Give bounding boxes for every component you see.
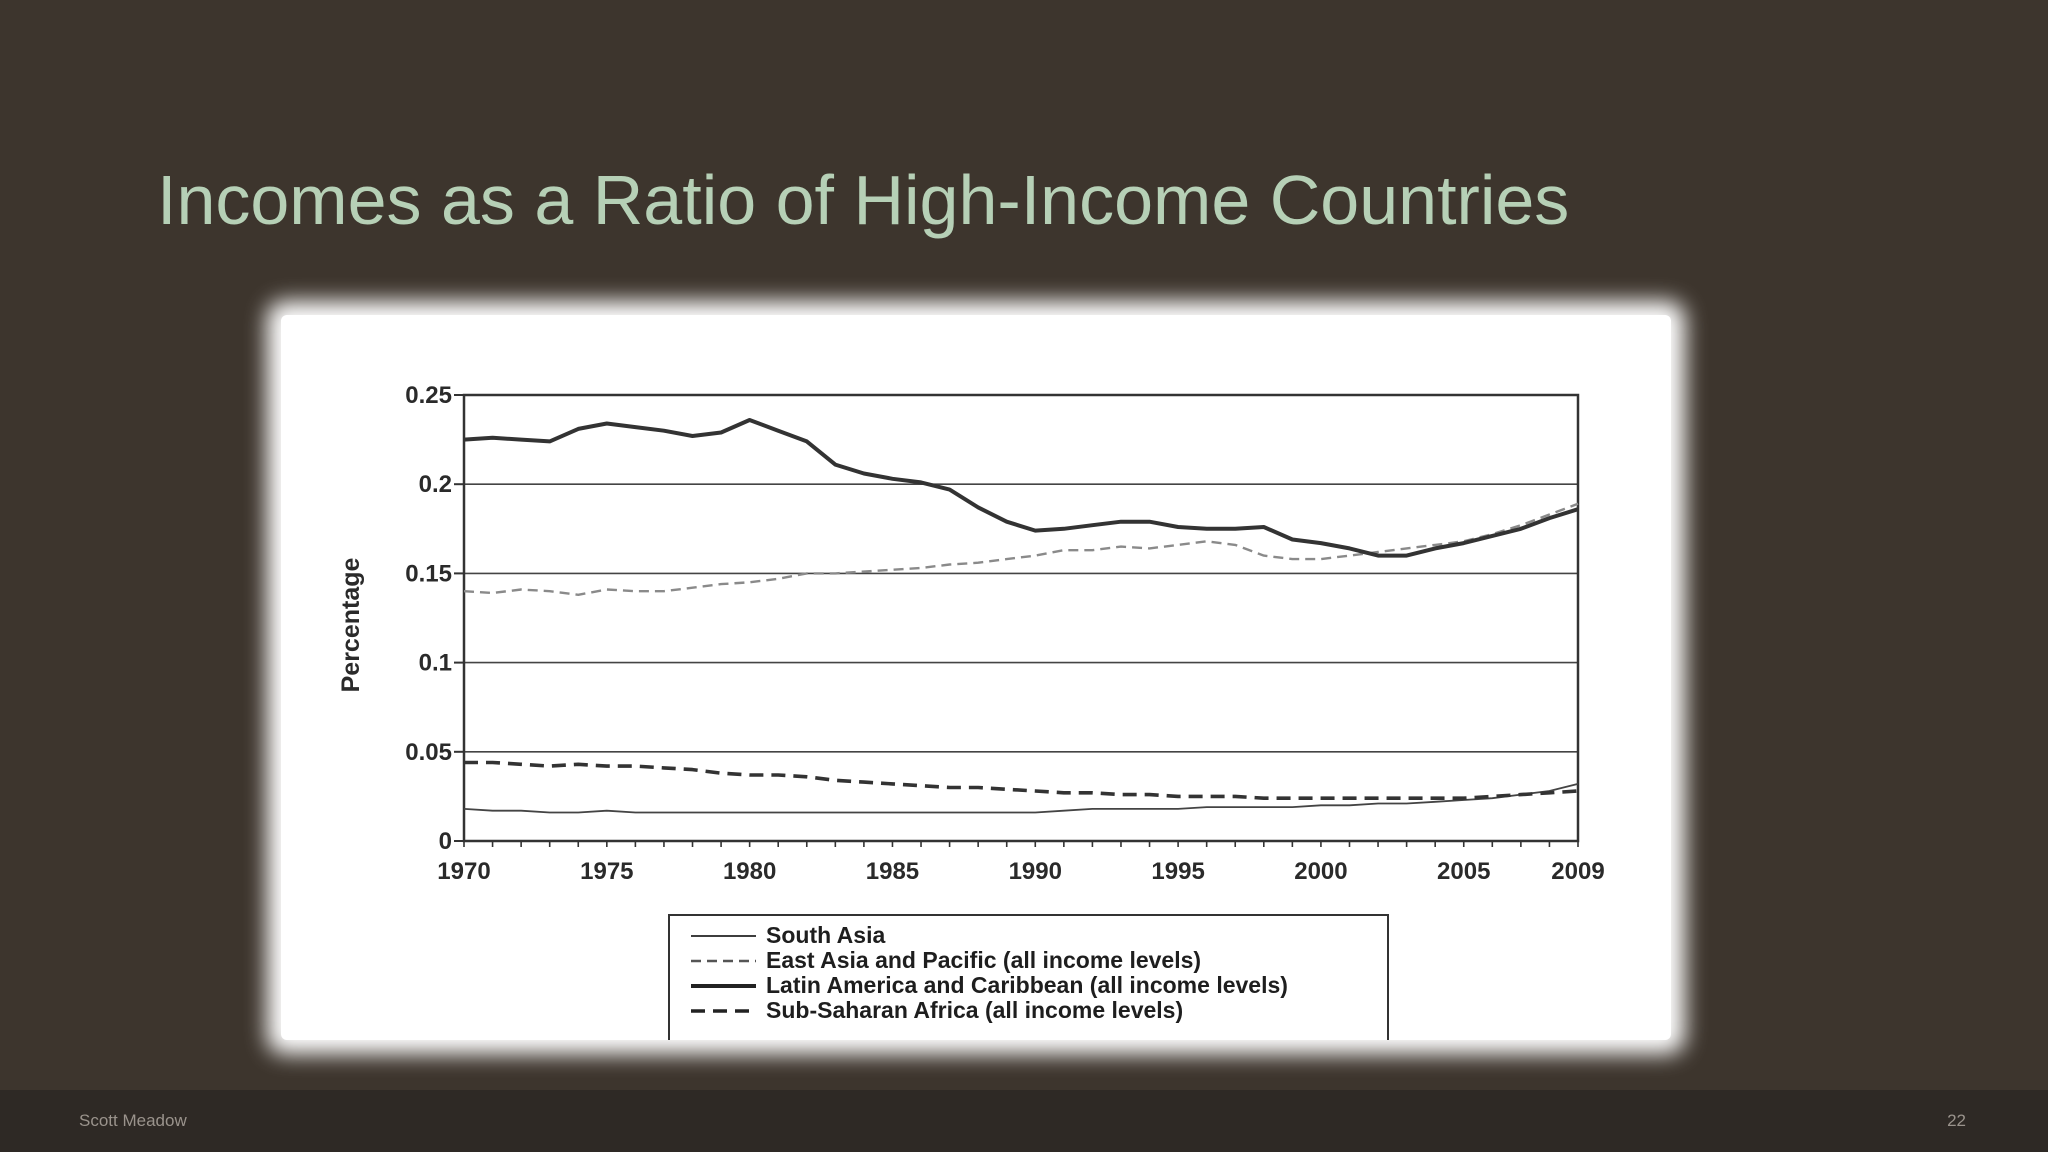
legend-label-3: Latin America and Caribbean (all income … <box>766 972 1288 998</box>
footer-bar: Scott Meadow 22 <box>0 1090 2048 1152</box>
plot-border <box>462 393 1580 843</box>
series-line-2 <box>463 502 1579 596</box>
y-tick-label: 0.15 <box>405 560 452 587</box>
y-tick-label: 0.2 <box>419 471 452 498</box>
legend-label-1: South Asia <box>766 922 885 948</box>
y-tick-label: 0.25 <box>405 382 452 409</box>
x-tick-label: 2000 <box>1294 858 1347 885</box>
y-axis-ticks: 0 0.05 0.1 0.15 0.2 0.25 <box>405 382 464 855</box>
y-tick-label: 0.1 <box>419 650 452 677</box>
x-tick-label: 1990 <box>1009 858 1062 885</box>
series-line-1 <box>463 783 1579 814</box>
y-tick-label: 0.05 <box>405 739 452 766</box>
chart-image: 0 0.05 0.1 0.15 0.2 0.25 1970 1975 1980 1985 1990… <box>281 315 1671 1040</box>
y-axis-label: Percentage <box>337 558 365 693</box>
x-tick-label: 1970 <box>437 858 490 885</box>
series-lines <box>463 418 1579 814</box>
plot-frame <box>462 393 1580 843</box>
x-tick-label: 1980 <box>723 858 776 885</box>
grid-lines <box>464 483 1578 753</box>
line-chart: 0 0.05 0.1 0.15 0.2 0.25 1970 1975 1980 1985 1990… <box>337 382 1605 1040</box>
y-tick-label: 0 <box>439 828 452 855</box>
x-tick-label: 1975 <box>580 858 633 885</box>
slide-title: Incomes as a Ratio of High-Income Countr… <box>157 161 1570 239</box>
x-tick-label: 2009 <box>1551 858 1604 885</box>
page-number: 22 <box>1947 1111 1966 1130</box>
series-line-3 <box>463 418 1579 558</box>
x-tick-label: 1995 <box>1151 858 1204 885</box>
legend-label-2: East Asia and Pacific (all income levels… <box>766 947 1201 973</box>
legend-label-4: Sub-Saharan Africa (all income levels) <box>766 997 1183 1023</box>
x-tick-label: 2005 <box>1437 858 1490 885</box>
series-line-4 <box>464 760 1579 801</box>
x-axis-ticks: 1970 1975 1980 1985 1990 1995 2000 2005 2009 <box>437 841 1605 885</box>
x-tick-label: 1985 <box>866 858 919 885</box>
footer-author: Scott Meadow <box>79 1111 187 1130</box>
